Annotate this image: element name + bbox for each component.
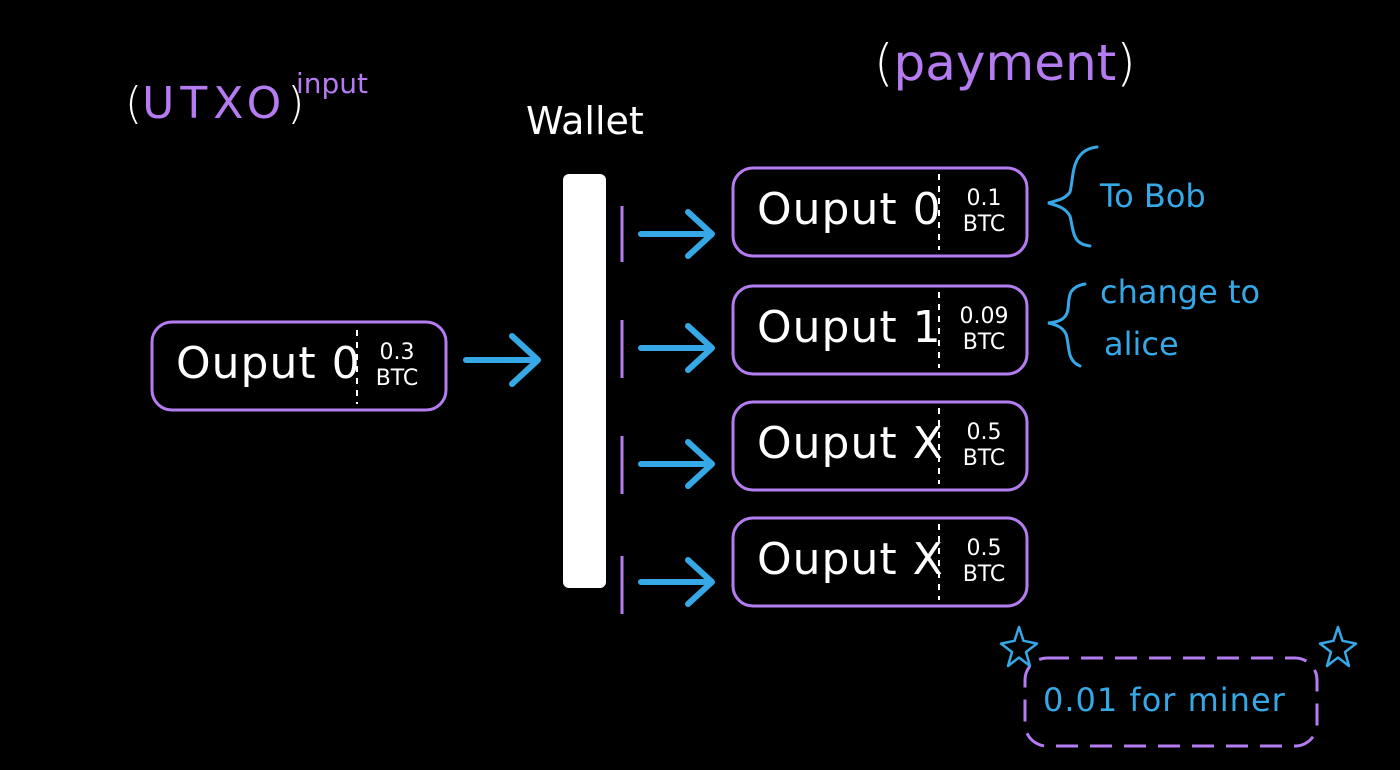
output-box-2 [731,400,1029,492]
output-arrow-3 [638,557,715,607]
miner-fee-label: 0.01 for miner [1043,681,1286,719]
output-box-1-amount-unit: BTC [962,330,1006,355]
output-box-1-amount-value: 0.09 [959,304,1009,329]
output-box-2-amount: 0.5 BTC [949,420,1019,472]
change-annotation-line2: alice [1104,325,1179,363]
input-label: input [296,67,369,100]
utxo-label: (UTXO) [125,82,304,126]
output-arrow-0 [638,209,715,259]
output-box-3-name: Ouput X [757,534,944,585]
payment-word: payment [893,34,1117,92]
output-box-0-name: Ouput 0 [757,184,942,235]
output-box-1-amount: 0.09 BTC [949,304,1019,356]
utxo-open-paren: ( [125,78,143,129]
payment-close-paren: ) [1116,34,1136,92]
utxo-close-paren: ) [287,78,305,129]
input-arrow [463,333,541,387]
miner-fee-box [1023,656,1319,748]
wallet-bar [563,174,606,588]
input-box [150,320,448,412]
output-box-3-amount-unit: BTC [962,562,1006,587]
input-box-name: Ouput 0 [176,338,361,389]
to-bob-annotation: To Bob [1100,177,1206,215]
change-annotation-line1: change to [1100,273,1261,311]
output-box-0-amount: 0.1 BTC [949,186,1019,238]
output-box-0-amount-value: 0.1 [966,186,1002,211]
output-arrow-1 [638,323,715,373]
input-box-amount: 0.3 BTC [362,340,432,392]
to-bob-brace [1047,145,1099,248]
output-box-2-amount-unit: BTC [962,446,1006,471]
payment-label: (payment) [874,38,1136,88]
output-box-1-name: Ouput 1 [757,302,942,353]
input-box-amount-value: 0.3 [379,340,415,365]
output-box-3-amount-value: 0.5 [966,536,1002,561]
change-brace [1047,282,1087,368]
output-box-0-amount-unit: BTC [962,212,1006,237]
payment-open-paren: ( [874,34,894,92]
utxo-word: UTXO [142,78,288,129]
output-box-3-amount: 0.5 BTC [949,536,1019,588]
output-box-0 [731,166,1029,258]
output-arrow-2 [638,439,715,489]
input-box-amount-unit: BTC [375,366,419,391]
star-icon-left [999,625,1039,668]
star-icon-right [1318,625,1358,668]
output-box-2-amount-value: 0.5 [966,420,1002,445]
wallet-label: Wallet [526,99,644,143]
output-box-1 [731,284,1029,376]
output-box-2-name: Ouput X [757,418,944,469]
output-box-3 [731,516,1029,608]
